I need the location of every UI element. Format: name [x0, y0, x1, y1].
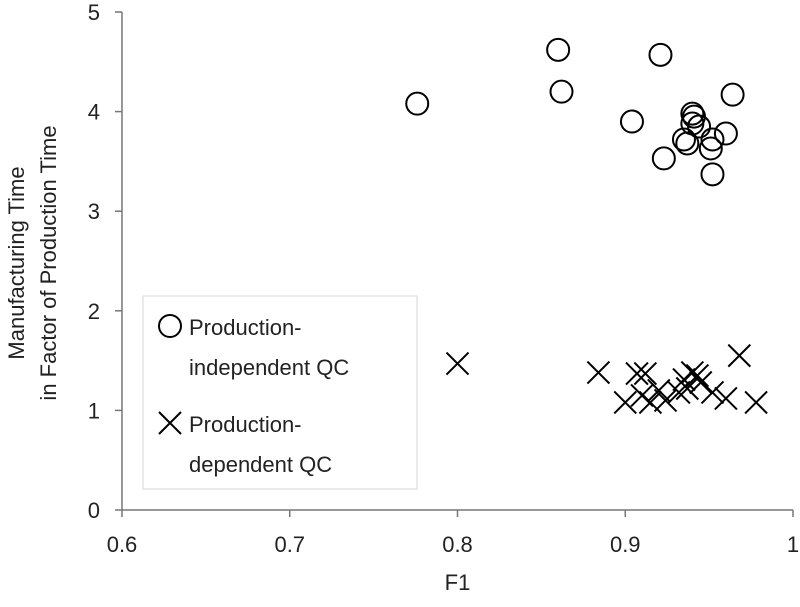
data-point-circle [546, 37, 571, 62]
x-tick-label: 0.9 [610, 532, 641, 557]
y-tick-label: 5 [88, 0, 100, 25]
data-points [405, 37, 768, 415]
data-point-x [667, 380, 691, 405]
y-axis-title-line: in Factor of Production Time [36, 125, 61, 400]
data-point-x [675, 376, 700, 401]
data-point-circle [671, 127, 696, 152]
data-point-circle [651, 146, 676, 171]
data-point-x [445, 351, 470, 376]
legend: Production-independent QC Production-depe… [142, 295, 418, 490]
x-axis-title: F1 [445, 570, 471, 595]
legend-label-line: dependent QC [189, 452, 332, 477]
data-point-x [689, 370, 713, 395]
data-point-x [613, 390, 637, 415]
data-point-x [680, 360, 705, 385]
data-point-x [685, 363, 710, 388]
legend-box [142, 295, 418, 490]
data-point-x [633, 361, 658, 386]
data-point-circle [619, 109, 644, 134]
data-point-x [700, 380, 725, 405]
data-point-circle [648, 42, 673, 67]
legend-circle-icon [158, 314, 182, 338]
x-tick-label: 1 [787, 532, 799, 557]
data-point-circle [405, 91, 430, 116]
x-tick-label: 0.6 [107, 532, 138, 557]
y-tick-labels: 0 1 2 3 4 5 [88, 0, 122, 523]
data-point-circle [687, 114, 712, 139]
legend-label-line: Production- [189, 315, 302, 340]
data-point-x [714, 386, 738, 411]
x-tick-label: 0.7 [274, 532, 305, 557]
data-point-x [647, 378, 671, 403]
data-point-circle [680, 101, 705, 126]
series-dependent-qc [445, 343, 768, 415]
data-point-x [586, 360, 611, 385]
x-tick-label: 0.8 [442, 532, 473, 557]
data-point-x [653, 388, 678, 413]
data-point-x [727, 343, 752, 368]
y-tick-label: 1 [88, 398, 100, 423]
y-tick-label: 2 [88, 299, 100, 324]
data-point-circle [720, 82, 745, 107]
y-axis-title: Manufacturing Time in Factor of Productio… [4, 125, 61, 400]
y-axis-title-line: Manufacturing Time [4, 166, 29, 359]
x-tick-labels: 0.6 0.7 0.8 0.9 1 [107, 510, 799, 557]
data-point-circle [698, 136, 723, 161]
legend-x-icon [158, 411, 182, 435]
y-tick-label: 4 [88, 100, 100, 125]
legend-label-line: independent QC [189, 355, 349, 380]
data-point-x [625, 361, 649, 386]
y-tick-label: 0 [88, 498, 100, 523]
series-independent-qc [405, 37, 745, 187]
data-point-circle [549, 79, 574, 104]
data-point-x [638, 390, 663, 415]
legend-label-line: Production- [189, 412, 302, 437]
data-point-circle [700, 127, 725, 152]
data-point-circle [700, 162, 725, 187]
y-tick-label: 3 [88, 199, 100, 224]
data-point-circle [713, 121, 738, 146]
data-point-x [744, 390, 768, 415]
